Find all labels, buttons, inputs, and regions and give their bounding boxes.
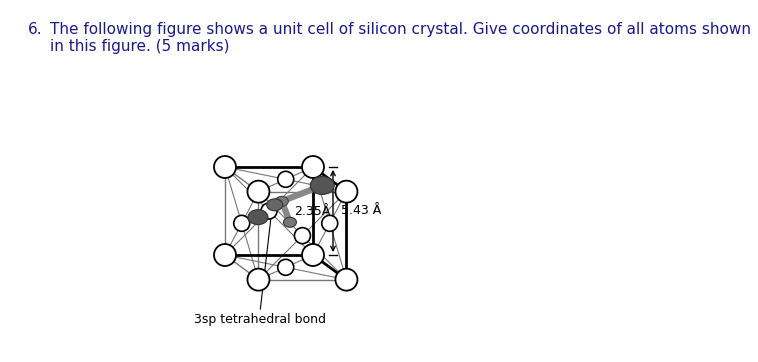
Circle shape [247, 269, 269, 291]
Text: 6.: 6. [28, 22, 42, 37]
Ellipse shape [283, 217, 296, 227]
Circle shape [336, 269, 358, 291]
Circle shape [302, 244, 324, 266]
Circle shape [277, 171, 293, 187]
Ellipse shape [275, 196, 288, 206]
Ellipse shape [248, 210, 268, 225]
Circle shape [321, 215, 338, 231]
Circle shape [302, 156, 324, 178]
Circle shape [277, 259, 293, 275]
Circle shape [247, 181, 269, 203]
Circle shape [294, 228, 311, 244]
Circle shape [261, 203, 277, 219]
Circle shape [214, 244, 236, 266]
Circle shape [233, 215, 249, 231]
Text: 3sp tetrahedral bond: 3sp tetrahedral bond [194, 313, 326, 327]
Text: The following figure shows a unit cell of silicon crystal. Give coordinates of a: The following figure shows a unit cell o… [50, 22, 751, 54]
Ellipse shape [267, 199, 283, 211]
Circle shape [214, 156, 236, 178]
Circle shape [336, 181, 358, 203]
Text: 2.35Å: 2.35Å [294, 205, 330, 218]
Ellipse shape [310, 177, 334, 194]
Text: 5.43 Å: 5.43 Å [341, 205, 381, 218]
